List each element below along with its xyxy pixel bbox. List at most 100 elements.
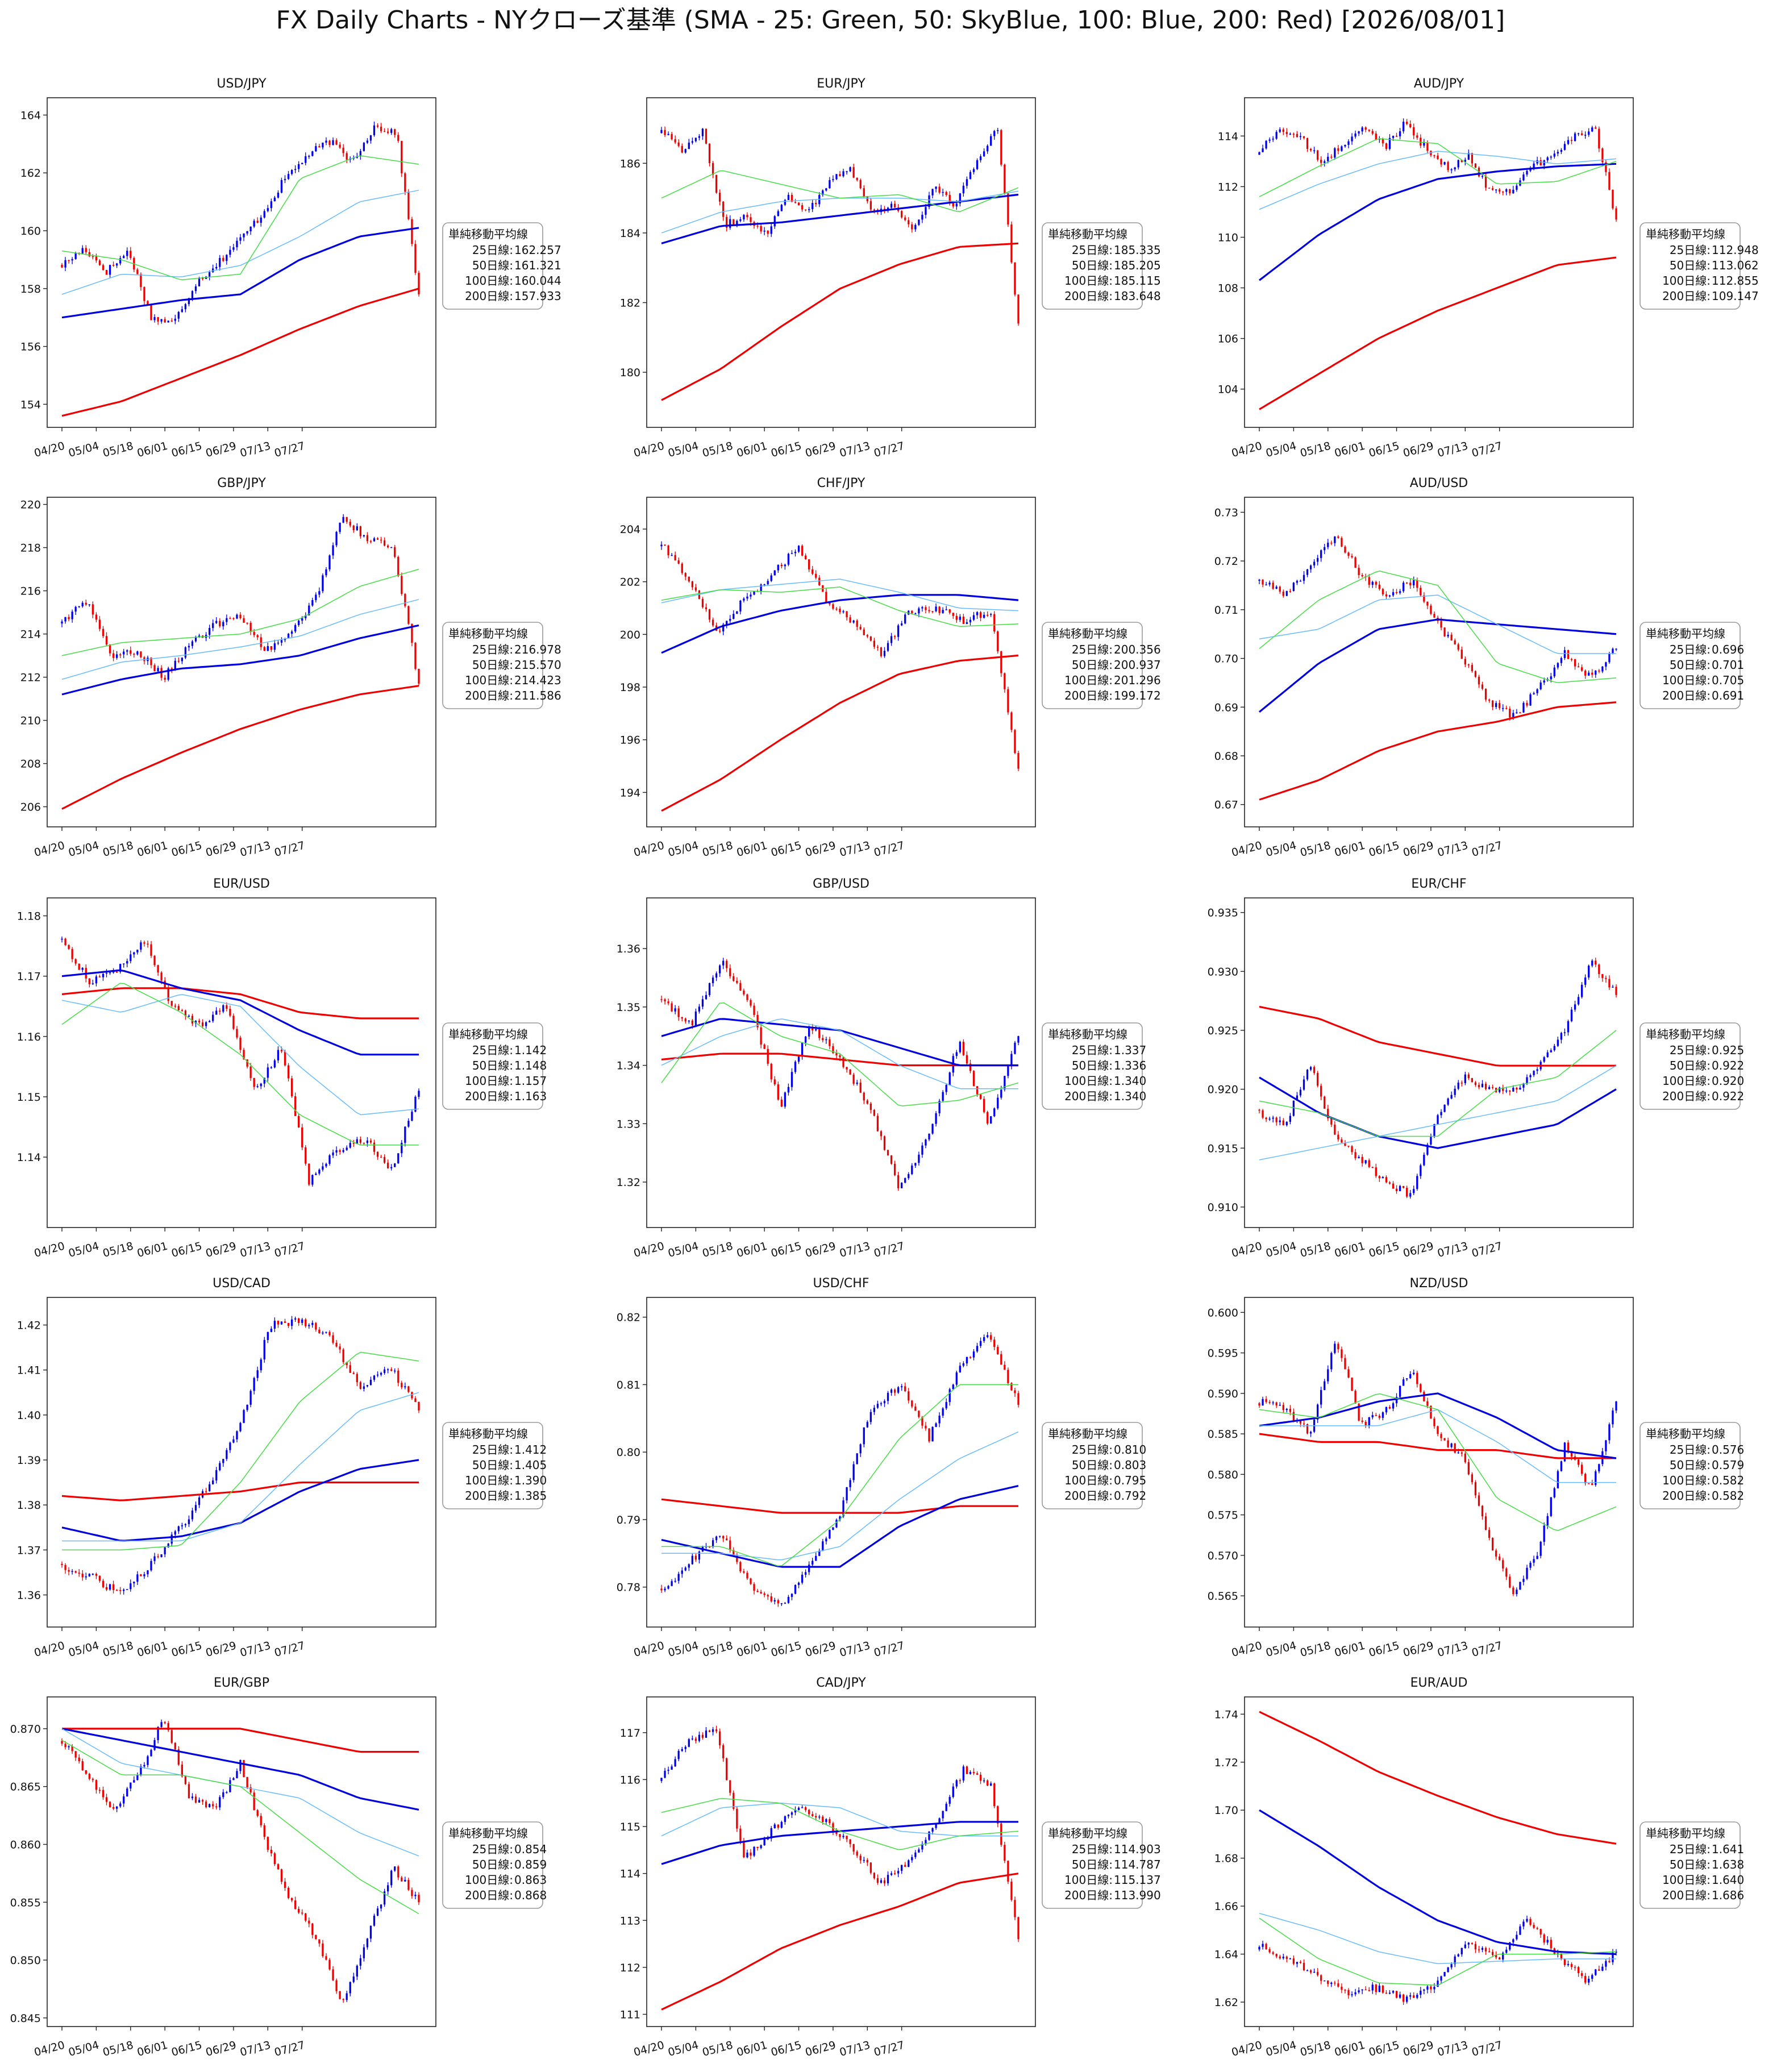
- candle-body: [1433, 1987, 1435, 1990]
- candle-body: [383, 540, 386, 546]
- candle-body: [256, 1370, 259, 1378]
- legend-item-value: 1.405: [514, 1458, 547, 1472]
- candle-body: [677, 1750, 680, 1759]
- candle-body: [1543, 160, 1545, 166]
- candle-body: [1303, 575, 1305, 581]
- candle-body: [287, 174, 290, 179]
- candle-body: [1553, 153, 1555, 157]
- candle-body: [750, 217, 752, 222]
- candle-body: [849, 617, 851, 623]
- candle-body: [753, 591, 755, 595]
- y-tick-label: 1.70: [1214, 1804, 1238, 1817]
- candle-body: [1014, 1390, 1016, 1393]
- candle-body: [760, 226, 762, 232]
- candle-body: [846, 1836, 848, 1840]
- candle-body: [763, 1593, 765, 1595]
- candle-body: [969, 1063, 972, 1071]
- x-tick-label: 07/27: [273, 1640, 306, 1659]
- x-tick-label: 06/15: [170, 839, 203, 859]
- candle-body: [394, 129, 396, 135]
- x-tick-label: 07/13: [239, 1240, 272, 1260]
- candle-body: [401, 1383, 403, 1388]
- candle-body: [383, 1891, 386, 1905]
- candle-body: [1519, 712, 1521, 714]
- candle-body: [1381, 139, 1384, 144]
- candle-body: [1017, 1036, 1020, 1043]
- candle-body: [105, 269, 108, 275]
- candle-body: [1484, 1084, 1487, 1089]
- candle-body: [342, 147, 344, 153]
- candle-body: [893, 1873, 896, 1874]
- sma25-line: [61, 155, 419, 281]
- candle-body: [74, 1751, 77, 1758]
- candle-body: [277, 1050, 280, 1060]
- candle-body: [908, 1391, 910, 1401]
- candle-body: [812, 1814, 814, 1816]
- candle-body: [1337, 536, 1339, 538]
- candle-body: [849, 167, 851, 172]
- y-tick-label: 114: [620, 1868, 640, 1880]
- candle-body: [1347, 552, 1350, 556]
- candle-body: [294, 1900, 297, 1909]
- candle-body: [394, 1370, 396, 1372]
- candle-body: [856, 620, 858, 627]
- candle-body: [1402, 583, 1405, 592]
- candle-body: [61, 1741, 63, 1744]
- y-tick-label: 216: [20, 585, 41, 598]
- plot-frame: [47, 97, 436, 428]
- sma-legend-box: [442, 622, 543, 709]
- candle-body: [130, 1782, 132, 1789]
- candle-body: [773, 1079, 776, 1085]
- candle-body: [1327, 542, 1329, 547]
- legend-item-label: 200日線:: [1662, 1089, 1711, 1103]
- candle-body: [1285, 132, 1288, 134]
- candle-body: [1577, 666, 1580, 668]
- candle-body: [893, 636, 896, 637]
- y-tick-label: 104: [1218, 384, 1238, 396]
- candle-body: [952, 203, 954, 207]
- candle-body: [1258, 1109, 1260, 1111]
- candle-body: [890, 1389, 893, 1393]
- candle-body: [1309, 1432, 1312, 1434]
- candle-body: [177, 1006, 180, 1010]
- candle-body: [318, 1170, 321, 1174]
- candle-body: [267, 208, 269, 211]
- x-tick-label: 06/15: [1367, 1640, 1401, 1659]
- candle-body: [948, 609, 951, 613]
- candle-body: [863, 188, 865, 197]
- candle-body: [869, 1103, 872, 1110]
- candle-body: [1416, 135, 1418, 138]
- sma100-line: [61, 969, 419, 1056]
- candle-body: [822, 190, 824, 195]
- x-tick-label: 07/13: [239, 2039, 272, 2059]
- sma50-line: [61, 599, 419, 680]
- candle-body: [797, 1808, 800, 1811]
- candle-body: [411, 1392, 413, 1399]
- candle-body: [1598, 964, 1600, 975]
- y-tick-label: 112: [1218, 181, 1238, 193]
- candle-body: [414, 1096, 417, 1112]
- candle-body: [1285, 1957, 1288, 1959]
- candle-body: [133, 654, 135, 655]
- candle-body: [1488, 700, 1491, 701]
- candle-body: [109, 265, 111, 275]
- candle-body: [1426, 1986, 1429, 1990]
- candle-body: [1509, 189, 1511, 194]
- y-tick-label: 198: [620, 681, 640, 694]
- candle-body: [1324, 1381, 1326, 1391]
- candle-body: [64, 1744, 66, 1748]
- candle-body: [404, 1880, 406, 1882]
- candle-body: [1450, 1964, 1453, 1968]
- candle-body: [1560, 658, 1563, 663]
- candle-body: [1495, 1550, 1497, 1557]
- candle-body: [1268, 1401, 1271, 1403]
- candle-body: [267, 1837, 269, 1850]
- candle-body: [938, 186, 941, 193]
- candle-body: [1282, 1957, 1284, 1959]
- candle-body: [1351, 1994, 1353, 1995]
- candle-body: [990, 614, 992, 615]
- sma50-line: [62, 1392, 419, 1542]
- x-tick-label: 06/15: [769, 839, 803, 859]
- candle-body: [219, 1797, 221, 1808]
- candle-body: [1402, 122, 1405, 131]
